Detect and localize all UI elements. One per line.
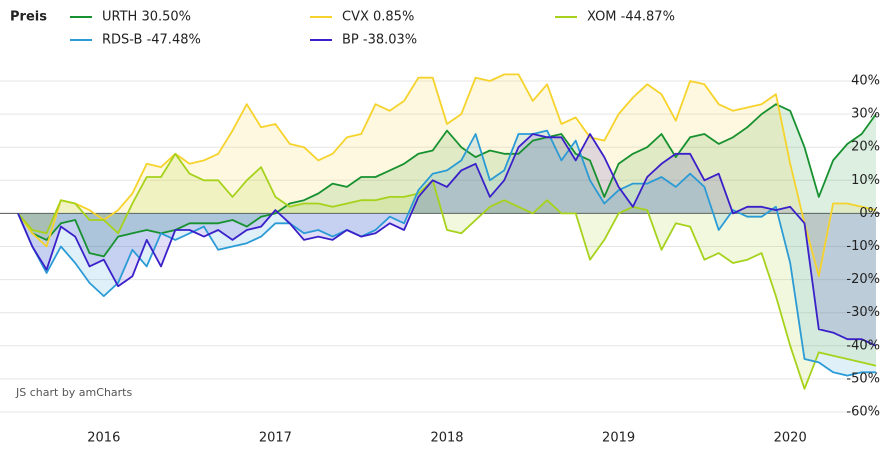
line [17,152,877,390]
area [18,74,876,277]
line [17,73,877,278]
y-tick-label: 40% [851,74,880,89]
x-tick-label: 2018 [430,431,463,446]
area [18,130,876,376]
y-tick-label: -50% [846,371,880,386]
y-tick-label: 10% [851,173,880,188]
area [18,134,876,346]
grid [0,80,880,413]
y-tick-label: -20% [846,272,880,287]
x-tick-label: 2017 [259,431,292,446]
x-tick-label: 2019 [602,431,635,446]
x-tick-label: 2016 [87,431,120,446]
areas [18,74,876,389]
legend-label: CVX 0.85% [342,10,414,25]
line [17,133,877,347]
legend-title: Preis [10,10,47,25]
y-tick-label: 30% [851,107,880,122]
legend-label: BP -38.03% [342,33,417,48]
legend-label: RDS-B -47.48% [102,33,201,48]
y-tick-label: -10% [846,239,880,254]
area [18,104,876,257]
y-tick-label: 20% [851,140,880,155]
legend-label: XOM -44.87% [587,10,675,25]
y-tick-label: 0% [859,206,880,221]
y-tick-label: -60% [846,405,880,420]
watermark: JS chart by amCharts [15,386,132,399]
y-tick-label: -30% [846,305,880,320]
line [17,129,876,377]
y-tick-label: -40% [846,338,880,353]
legend-label: URTH 30.50% [102,10,191,25]
lines [17,73,877,390]
x-tick-label: 2020 [774,431,807,446]
area [18,153,876,389]
